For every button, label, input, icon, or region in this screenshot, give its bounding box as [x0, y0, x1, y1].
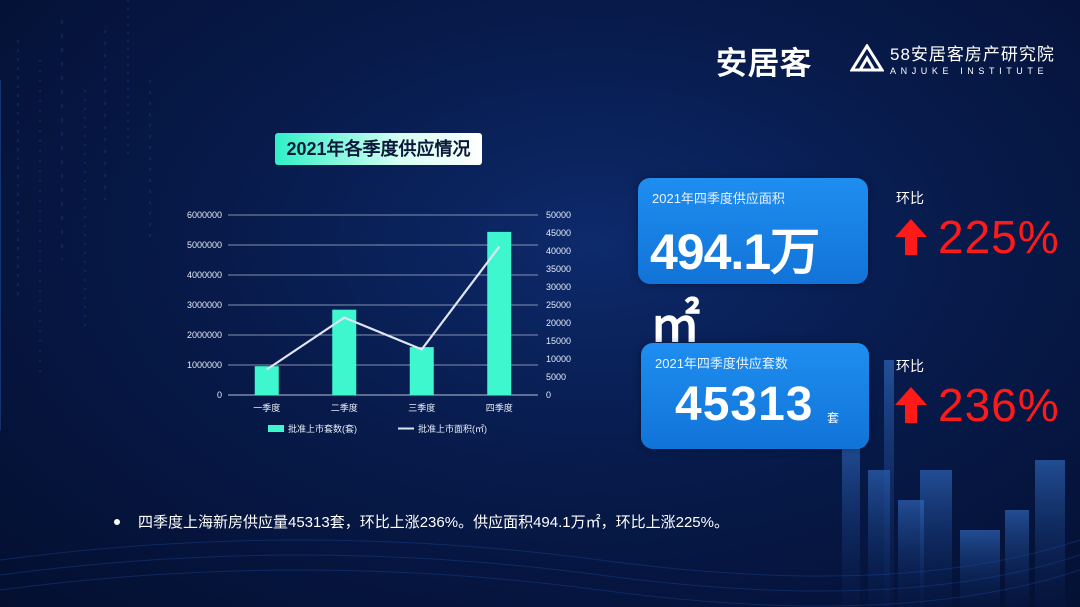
area-card-label: 2021年四季度供应面积	[652, 191, 785, 206]
units-ratio: 236%	[894, 378, 1060, 432]
right-axis-tick-label: 45000	[546, 228, 571, 238]
left-axis-tick-label: 2000000	[187, 330, 222, 340]
right-axis-tick-label: 50000	[546, 210, 571, 220]
units-card-value: 45313	[675, 378, 814, 431]
supply-chart: 0 1000000 2000000 3000000 4000000 5000000 6000…	[187, 210, 571, 434]
area-card: 2021年四季度供应面积 494.1万㎡	[638, 178, 868, 352]
summary-note-text: 四季度上海新房供应量45313套，环比上涨236%。供应面积494.1万㎡，环比…	[138, 514, 729, 531]
right-axis-tick-label: 40000	[546, 246, 571, 256]
legend-line-label: 批准上市面积(㎡)	[418, 423, 487, 434]
institute-name-cn: 58安居客房产研究院	[890, 45, 1055, 64]
institute-mark-icon	[850, 44, 884, 72]
brand-logo: 安居客	[716, 46, 812, 81]
units-card: 2021年四季度供应套数 45313 套	[641, 343, 869, 449]
bar-3	[409, 347, 434, 395]
legend-bar-label: 批准上市套数(套)	[288, 423, 357, 434]
area-ratio: 225%	[894, 210, 1060, 264]
category-label: 四季度	[486, 402, 513, 413]
chart-title: 2021年各季度供应情况	[275, 133, 482, 165]
up-arrow-icon	[895, 387, 927, 423]
units-ratio-label: 环比	[896, 358, 924, 374]
units-card-unit: 套	[827, 411, 840, 425]
summary-note: 四季度上海新房供应量45313套，环比上涨236%。供应面积494.1万㎡，环比…	[114, 511, 729, 532]
right-axis-tick-label: 15000	[546, 336, 571, 346]
area-ratio-label: 环比	[896, 190, 924, 206]
left-axis-tick-label: 0	[217, 390, 222, 400]
right-axis-tick-label: 30000	[546, 282, 571, 292]
bar-1	[254, 366, 279, 395]
left-axis-tick-label: 4000000	[187, 270, 222, 280]
area-line	[266, 246, 501, 371]
institute-logo: 58安居客房产研究院 ANJUKE INSTITUTE	[850, 40, 1055, 76]
bullet-icon	[114, 518, 120, 525]
right-axis-tick-label: 5000	[546, 372, 566, 382]
left-axis-tick-label: 3000000	[187, 300, 222, 310]
area-ratio-value: 225%	[938, 211, 1060, 263]
category-label: 三季度	[408, 402, 435, 413]
up-arrow-icon	[895, 219, 927, 255]
area-card-value: 494.1万㎡	[650, 224, 820, 352]
right-axis-tick-label: 20000	[546, 318, 571, 328]
left-axis-tick-label: 6000000	[187, 210, 222, 220]
units-ratio-value: 236%	[938, 379, 1060, 431]
institute-name-en: ANJUKE INSTITUTE	[890, 66, 1049, 76]
category-label: 一季度	[253, 402, 280, 413]
right-axis-tick-label: 10000	[546, 354, 571, 364]
right-axis-tick-label: 0	[546, 390, 551, 400]
category-label: 二季度	[331, 402, 358, 413]
right-axis-tick-label: 35000	[546, 264, 571, 274]
units-card-label: 2021年四季度供应套数	[655, 356, 788, 371]
left-axis-tick-label: 5000000	[187, 240, 222, 250]
right-axis-tick-label: 25000	[546, 300, 571, 310]
legend-bar-swatch	[268, 425, 284, 432]
left-axis-tick-label: 1000000	[187, 360, 222, 370]
